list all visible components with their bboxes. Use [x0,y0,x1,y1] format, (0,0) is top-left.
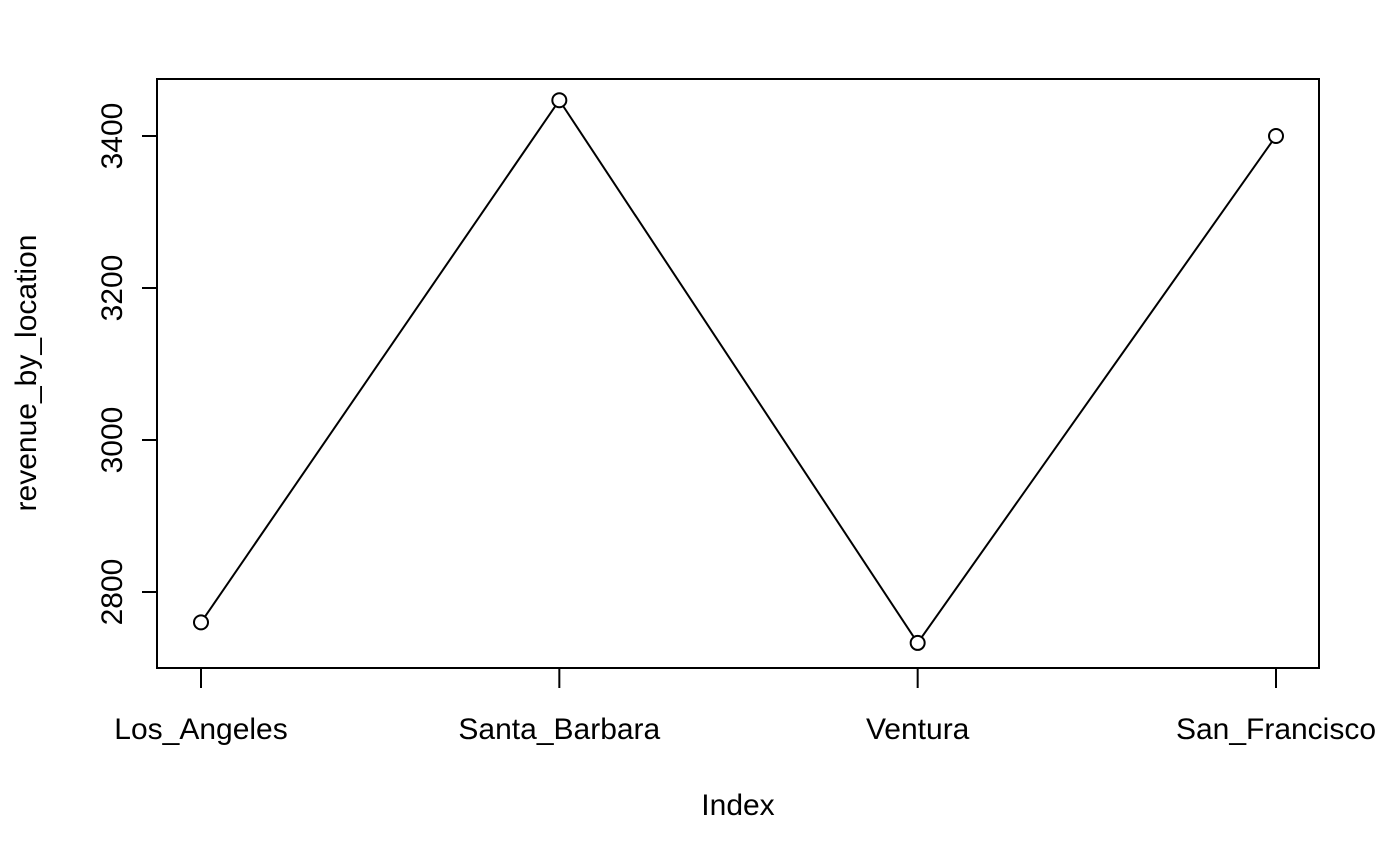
data-point [551,92,568,109]
y-tick-label: 2800 [96,559,129,626]
data-point [193,614,209,631]
y-tick-label: 3000 [96,407,129,474]
y-tick-label: 3400 [96,103,129,170]
x-tick-label: San_Francisco [1176,713,1376,746]
data-point [909,634,926,651]
series-line-segment [204,105,557,618]
series-group [193,92,1284,651]
plot-frame [156,78,1320,669]
y-tick-label: 3200 [96,255,129,322]
data-point [1268,128,1284,144]
series-line-segment [562,105,915,638]
x-tick-label: Los_Angeles [114,713,287,746]
x-axis: Los_Angeles Santa_Barbara Ventura San_Franc… [114,667,1376,746]
series-line-segment [920,141,1273,638]
x-tick-label: Santa_Barbara [458,713,660,746]
x-axis-title: Index [701,789,774,822]
y-axis: 2800 3000 3200 3400 [96,103,158,626]
y-axis-title: revenue_by_location [10,235,43,512]
x-tick-label: Ventura [866,713,970,746]
